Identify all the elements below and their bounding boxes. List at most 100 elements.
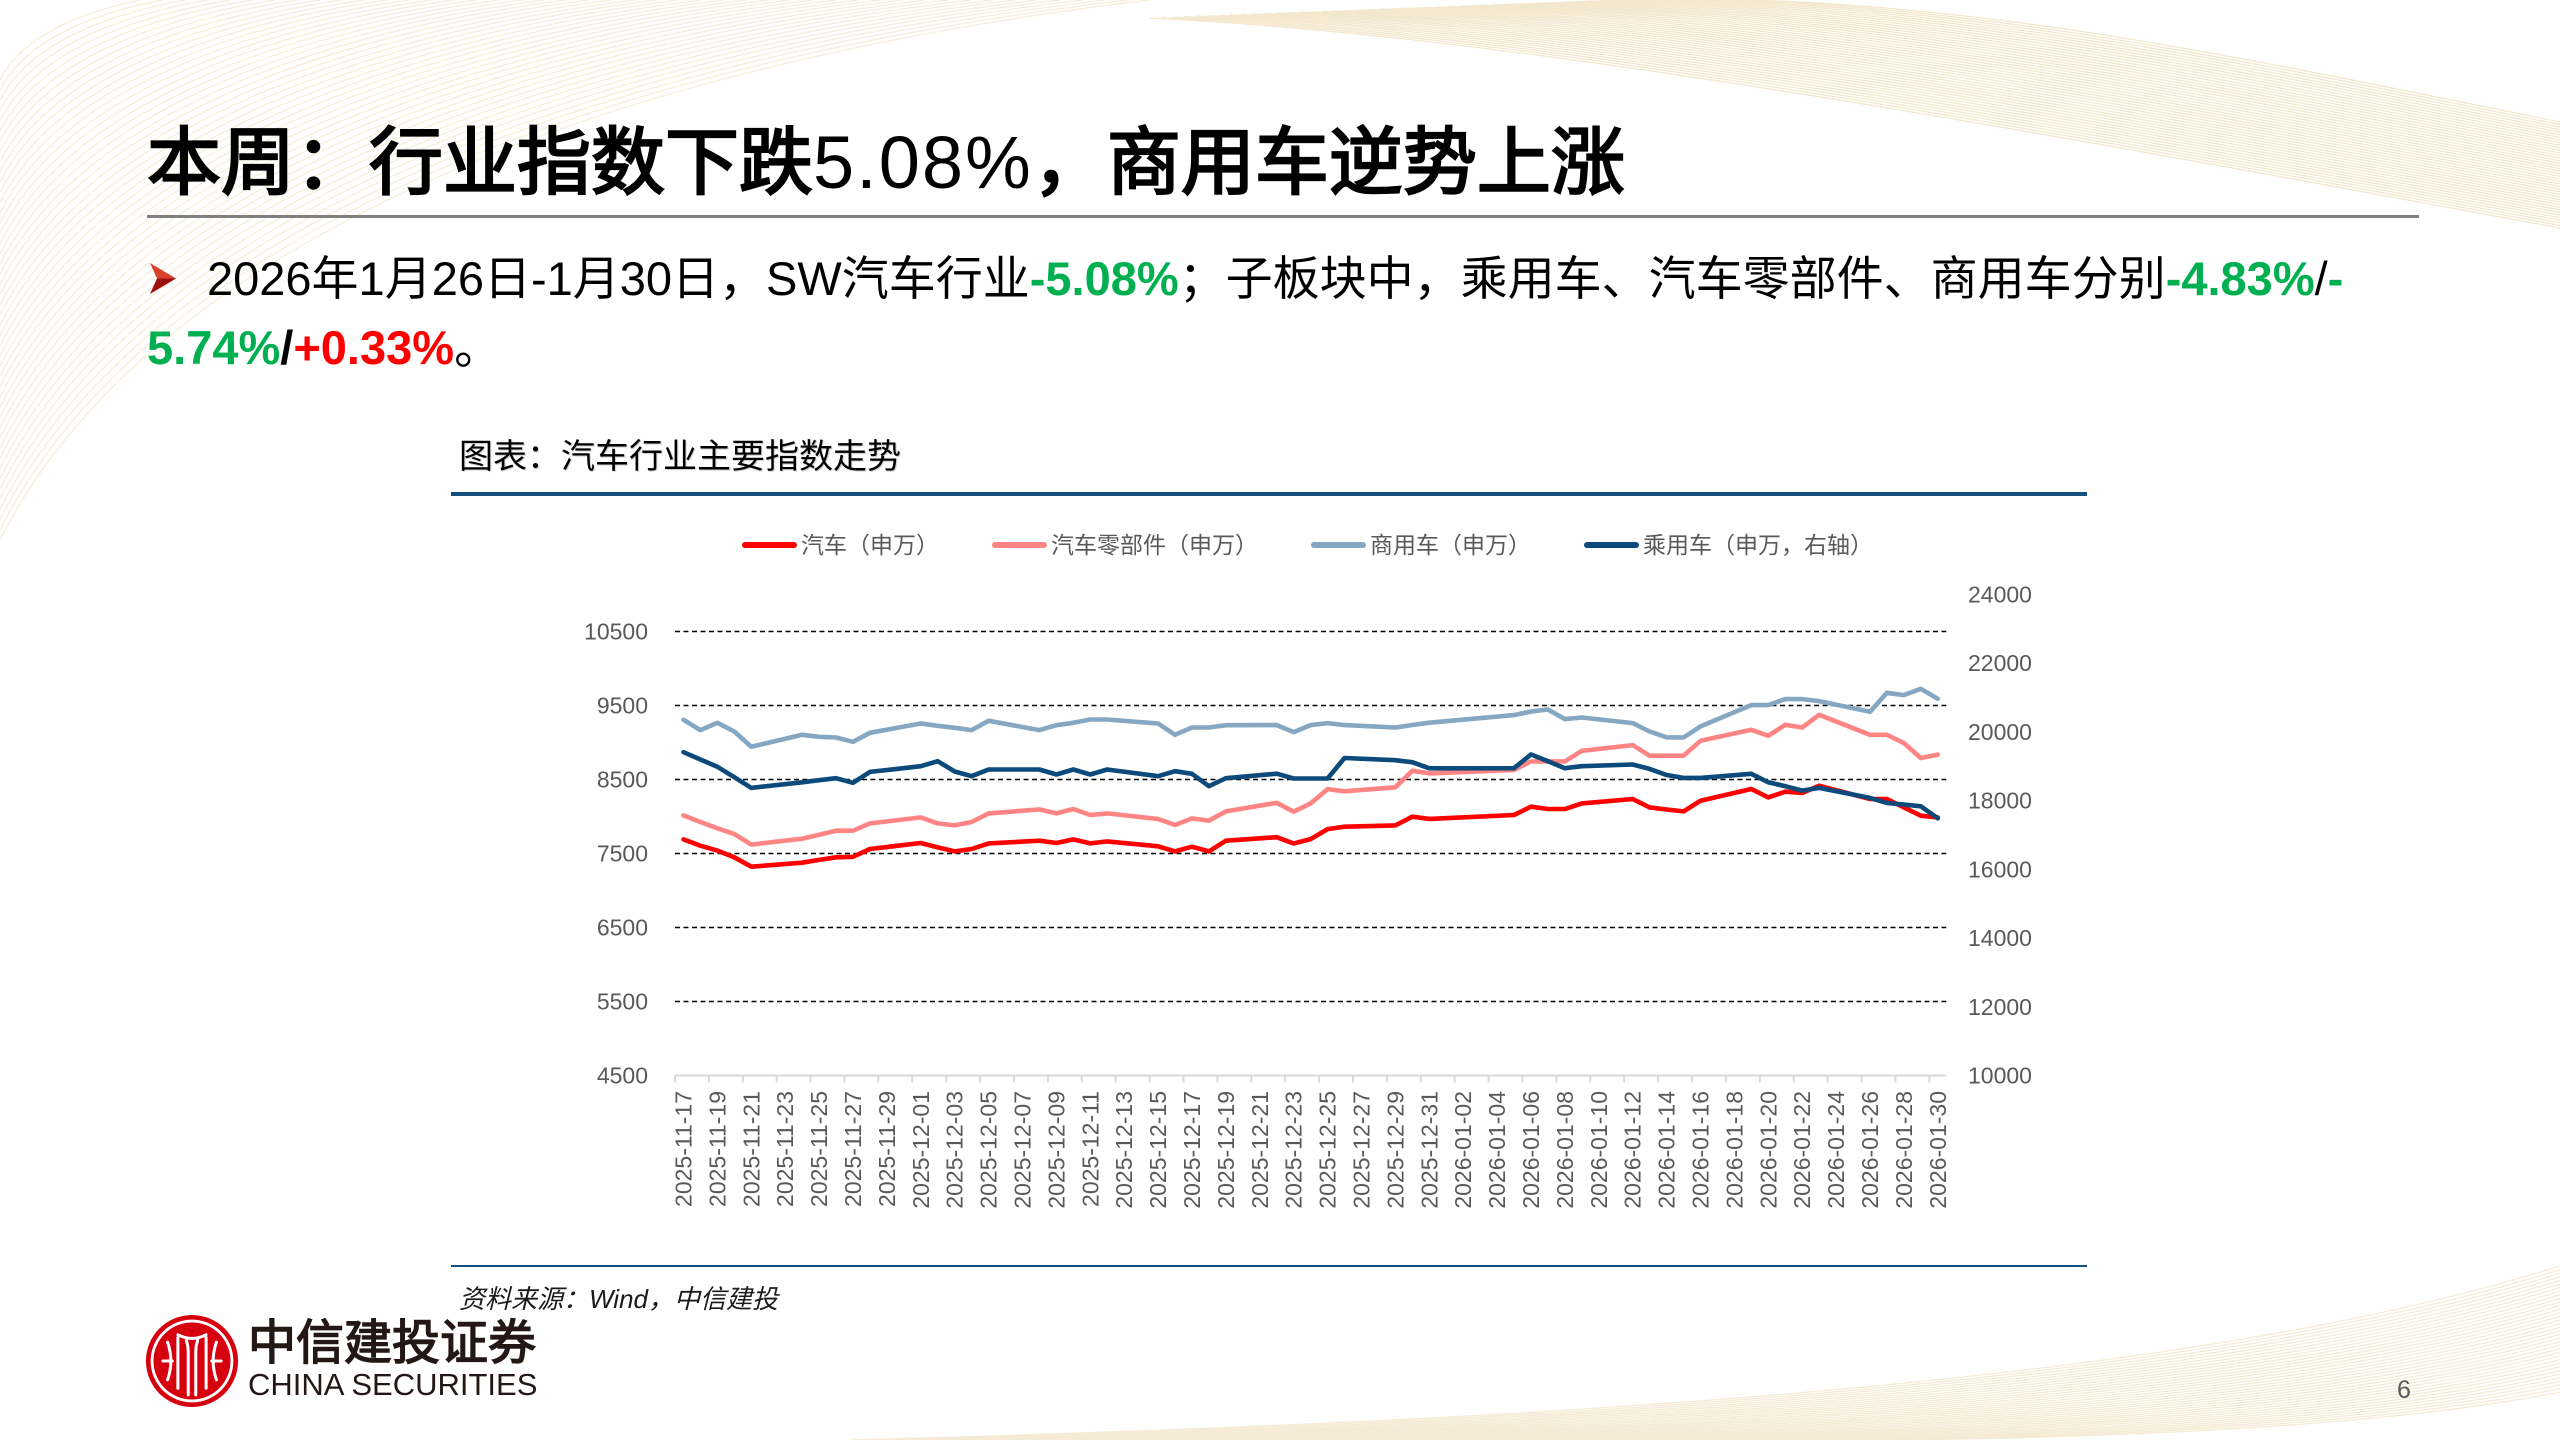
x-axis-label: 2025-12-19 xyxy=(1213,1091,1239,1209)
arrow-bullet-icon xyxy=(150,263,176,294)
series-line-commercial-vehicle xyxy=(681,686,1941,750)
parts-change-value: 5.74% xyxy=(147,321,281,374)
brand-name-english: CHINA SECURITIES xyxy=(248,1367,538,1402)
y-axis-left-label: 7500 xyxy=(597,841,648,867)
chart-panel-top-rule xyxy=(451,492,2087,496)
x-axis-label: 2025-12-11 xyxy=(1077,1091,1103,1207)
slide-title-part: 本周：行业指数下跌 xyxy=(147,121,813,204)
title-divider xyxy=(147,215,2419,218)
series-line-passenger-car xyxy=(681,749,1941,821)
y-axis-right-labels: 10000 12000 14000 16000 18000 20000 22000 24000 xyxy=(1968,582,2032,1089)
x-axis-label: 2026-01-04 xyxy=(1484,1091,1510,1209)
x-axis xyxy=(674,1074,1947,1083)
x-axis-label: 2026-01-26 xyxy=(1857,1091,1883,1209)
x-axis-label: 2026-01-12 xyxy=(1620,1091,1646,1209)
x-axis-label: 2025-12-07 xyxy=(1009,1091,1035,1209)
x-axis-label: 2025-11-25 xyxy=(806,1091,832,1207)
x-axis-label: 2025-12-15 xyxy=(1145,1091,1171,1209)
industry-change-value: -5.08% xyxy=(1029,252,1179,305)
legend-swatch-auto-parts xyxy=(992,542,1047,548)
x-axis-label: 2025-12-31 xyxy=(1416,1091,1442,1209)
citic-logo-icon xyxy=(145,1314,239,1408)
x-axis-label: 2026-01-02 xyxy=(1450,1091,1476,1209)
y-axis-left-label: 8500 xyxy=(597,767,648,793)
x-axis-label: 2026-01-16 xyxy=(1687,1091,1713,1209)
y-axis-right-label: 12000 xyxy=(1968,994,2032,1020)
x-axis-label: 2025-12-21 xyxy=(1247,1091,1273,1209)
x-axis-label: 2025-12-09 xyxy=(1043,1091,1069,1209)
x-axis-labels: 2025-11-17 2025-11-19 2025-11-21 2025-11-23… xyxy=(670,1091,1950,1209)
x-axis-label: 2025-12-01 xyxy=(908,1091,934,1209)
y-axis-left-label: 4500 xyxy=(597,1063,648,1089)
x-axis-label: 2025-12-05 xyxy=(976,1091,1002,1209)
x-axis-label: 2026-01-28 xyxy=(1891,1091,1917,1209)
x-axis-label: 2025-11-29 xyxy=(874,1091,900,1207)
slide-title: 本周：行业指数下跌5.08%，商用车逆势上涨 xyxy=(147,121,1625,205)
line-chart: 4500 5500 6500 7500 8500 9500 10500 10000 12000… xyxy=(584,582,2032,1209)
y-axis-left-label: 9500 xyxy=(597,693,648,719)
legend-label: 乘用车（申万，右轴） xyxy=(1643,532,1873,558)
y-axis-left-label: 10500 xyxy=(584,619,648,645)
swoosh-bottom-right xyxy=(849,1265,2560,1440)
x-axis-label: 2025-12-25 xyxy=(1315,1091,1341,1209)
legend-item-passenger-car: 乘用车（申万，右轴） xyxy=(1584,531,1873,559)
separator-slash: / xyxy=(2314,252,2328,305)
chart-legend: 汽车（申万） 汽车零部件（申万） 商用车（申万） 乘用车（申万，右轴） xyxy=(742,531,1873,559)
y-axis-left-labels: 4500 5500 6500 7500 8500 9500 10500 xyxy=(584,619,648,1089)
legend-label: 汽车（申万） xyxy=(801,532,939,558)
commercial-vehicle-change-value: +0.33% xyxy=(293,321,455,374)
legend-swatch-commercial-vehicle xyxy=(1311,542,1366,548)
series-lines xyxy=(681,686,1941,870)
y-axis-right-label: 24000 xyxy=(1968,582,2032,608)
series-line-auto xyxy=(681,783,1941,870)
series-line-auto-parts xyxy=(681,712,1941,847)
x-axis-label: 2025-12-13 xyxy=(1111,1091,1137,1209)
x-axis-label: 2025-12-27 xyxy=(1348,1091,1374,1209)
x-axis-label: 2026-01-22 xyxy=(1789,1091,1815,1209)
summary-period: 。 xyxy=(454,321,502,374)
x-axis-label: 2025-11-19 xyxy=(704,1091,730,1207)
y-axis-right-label: 22000 xyxy=(1968,650,2032,676)
summary-line-1: 2026年1月26日-1月30日，SW汽车行业-5.08%；子板块中，乘用车、汽… xyxy=(147,244,2343,313)
swoosh-top-right xyxy=(1149,0,2560,229)
x-axis-label: 2026-01-30 xyxy=(1925,1091,1951,1209)
x-axis-label: 2025-11-23 xyxy=(772,1091,798,1207)
y-axis-right-label: 20000 xyxy=(1968,719,2032,745)
x-axis-label: 2025-12-23 xyxy=(1281,1091,1307,1209)
y-axis-right-label: 10000 xyxy=(1968,1063,2032,1089)
slide-title-part: ，商用车逆势上涨 xyxy=(1032,121,1625,204)
x-axis-label: 2025-12-03 xyxy=(942,1091,968,1209)
x-axis-label: 2026-01-14 xyxy=(1654,1091,1680,1209)
chart-title: 图表：汽车行业主要指数走势 xyxy=(459,438,901,476)
legend-item-auto: 汽车（申万） xyxy=(742,531,939,559)
slide-title-percentage: 5.08% xyxy=(813,121,1033,204)
legend-swatch-auto xyxy=(742,542,797,548)
x-axis-label: 2025-11-17 xyxy=(670,1091,696,1207)
summary-text: 2026年1月26日-1月30日，SW汽车行业 xyxy=(207,252,1030,305)
x-axis-label: 2026-01-10 xyxy=(1586,1091,1612,1209)
summary-text: ；子板块中，乘用车、汽车零部件、商用车分别 xyxy=(1178,252,2166,305)
y-axis-right-label: 16000 xyxy=(1968,856,2032,882)
x-axis-label: 2025-11-21 xyxy=(738,1091,764,1207)
x-axis-label: 2026-01-18 xyxy=(1721,1091,1747,1209)
x-axis-label: 2026-01-06 xyxy=(1518,1091,1544,1209)
x-axis-label: 2025-11-27 xyxy=(840,1091,866,1207)
passenger-car-change-value: -4.83% xyxy=(2165,252,2315,305)
y-axis-left-label: 5500 xyxy=(597,989,648,1015)
x-axis-label: 2025-12-17 xyxy=(1179,1091,1205,1209)
summary-line-2: 5.74%/+0.33%。 xyxy=(147,313,2343,382)
legend-label: 汽车零部件（申万） xyxy=(1051,532,1258,558)
separator-slash: / xyxy=(280,321,294,374)
x-axis-label: 2026-01-24 xyxy=(1823,1091,1849,1209)
y-axis-right-label: 14000 xyxy=(1968,925,2032,951)
swoosh-top-left xyxy=(0,0,1151,541)
parts-change-sign: - xyxy=(2327,252,2344,305)
brand-name-chinese: 中信建投证券 xyxy=(248,1317,537,1370)
legend-item-auto-parts: 汽车零部件（申万） xyxy=(992,531,1258,559)
legend-item-commercial-vehicle: 商用车（申万） xyxy=(1311,531,1531,559)
chart-panel-bottom-rule xyxy=(451,1265,2087,1267)
chart-source-note: 资料来源：Wind，中信建投 xyxy=(459,1284,779,1314)
y-axis-left-label: 6500 xyxy=(597,915,648,941)
y-axis-right-label: 18000 xyxy=(1968,788,2032,814)
